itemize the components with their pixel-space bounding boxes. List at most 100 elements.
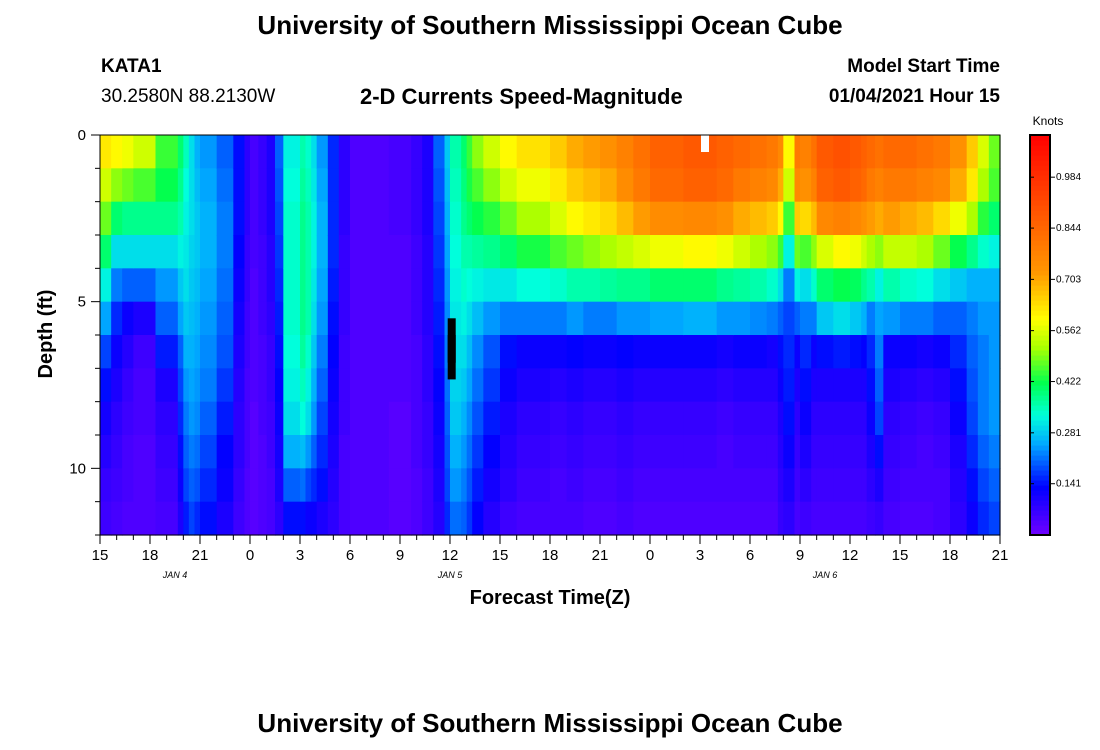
heatmap-cell [633, 335, 651, 369]
heatmap-cell [811, 201, 818, 236]
heatmap-cell [800, 135, 812, 169]
heatmap-cell [266, 401, 276, 436]
x-tick-label: 0 [646, 547, 654, 564]
heatmap-cell [155, 468, 179, 503]
colorbar-swatch [1030, 440, 1050, 446]
heatmap-cell [766, 135, 779, 169]
heatmap-cell [650, 301, 684, 336]
heatmap-cell [216, 268, 234, 303]
heatmap-cell [233, 368, 246, 403]
heatmap-cell [816, 235, 834, 269]
heatmap-cell [633, 201, 651, 236]
colorbar-swatch [1030, 495, 1050, 501]
heatmap-cell [933, 368, 951, 403]
heatmap-cell [777, 301, 784, 336]
heatmap-cell [883, 201, 901, 236]
heatmap-cell [316, 468, 329, 503]
heatmap-cell [616, 401, 634, 436]
heatmap-cell [305, 368, 312, 403]
heatmap-cell [875, 468, 884, 503]
heatmap-cell [472, 468, 484, 503]
x-tick-label: 18 [142, 547, 159, 564]
heatmap-cell [466, 168, 473, 203]
heatmap-cell [250, 501, 259, 536]
date-label: JAN 6 [812, 570, 838, 580]
x-axis-label: Forecast Time(Z) [470, 587, 631, 609]
masked-cell [701, 135, 709, 152]
heatmap-cell [311, 501, 318, 536]
heatmap-cell [316, 301, 329, 336]
heatmap-cell [583, 368, 601, 403]
heatmap-cell [100, 435, 112, 469]
heatmap-cell [783, 368, 796, 403]
heatmap-cell [411, 268, 423, 303]
heatmap-cell [100, 135, 112, 169]
heatmap-cell [600, 268, 618, 303]
heatmap-cell [883, 401, 901, 436]
heatmap-cell [111, 168, 123, 203]
colorbar-swatch [1030, 480, 1050, 486]
heatmap-cell [683, 235, 718, 269]
colorbar-swatch [1030, 210, 1050, 216]
heatmap-cell [783, 168, 796, 203]
colorbar-swatch [1030, 395, 1050, 401]
colorbar-frame [1029, 134, 1051, 536]
heatmap-cell [875, 168, 884, 203]
heatmap-cell [777, 401, 784, 436]
heatmap-cell [275, 201, 284, 236]
heatmap-cell [716, 168, 734, 203]
heatmap-cell [566, 201, 584, 236]
heatmap-cell [450, 501, 462, 536]
heatmap-cell [600, 468, 618, 503]
heatmap-cell [966, 468, 979, 503]
heatmap-cell [433, 368, 446, 403]
colorbar-swatch [1030, 335, 1050, 341]
heatmap-cell [716, 201, 734, 236]
heatmap-cell [300, 301, 307, 336]
heatmap-cell [750, 501, 768, 536]
heatmap-cell [633, 501, 651, 536]
heatmap-cell [583, 235, 601, 269]
heatmap-cell [883, 168, 901, 203]
heatmap-cell [466, 468, 473, 503]
heatmap-cell [275, 368, 284, 403]
heatmap-cell [950, 201, 968, 236]
heatmap-cell [933, 201, 951, 236]
heatmap-cell [244, 435, 251, 469]
heatmap-cell [861, 401, 868, 436]
heatmap-cell [305, 335, 312, 369]
heatmap-cell [111, 235, 123, 269]
heatmap-cell [875, 235, 884, 269]
heatmap-cell [583, 335, 601, 369]
heatmap-cell [244, 501, 251, 536]
heatmap-cell [466, 368, 473, 403]
heatmap-cell [766, 368, 779, 403]
x-tick-label: 3 [696, 547, 704, 564]
heatmap-cell [900, 435, 918, 469]
heatmap-cell [388, 301, 412, 336]
masked-cell [447, 335, 456, 380]
heatmap-cell [311, 135, 318, 169]
heatmap-cell [244, 135, 251, 169]
heatmap-cell [483, 401, 501, 436]
heatmap-cell [188, 435, 196, 469]
colorbar-swatch [1030, 140, 1050, 146]
heatmap-cell [816, 501, 834, 536]
heatmap-cell [177, 501, 184, 536]
heatmap-cell [875, 435, 884, 469]
heatmap-cell [258, 235, 268, 269]
heatmap-cell [800, 301, 812, 336]
heatmap-cell [250, 368, 259, 403]
colorbar-swatch [1030, 320, 1050, 326]
heatmap-cell [311, 468, 318, 503]
heatmap-cell [883, 135, 901, 169]
heatmap-cell [466, 135, 473, 169]
heatmap-cell [266, 435, 276, 469]
heatmap-cell [875, 301, 884, 336]
heatmap-cell [275, 135, 284, 169]
heatmap-cell [316, 401, 329, 436]
heatmap-cell [433, 235, 446, 269]
heatmap-cell [800, 335, 812, 369]
heatmap-cell [100, 335, 112, 369]
heatmap-cell [716, 335, 734, 369]
